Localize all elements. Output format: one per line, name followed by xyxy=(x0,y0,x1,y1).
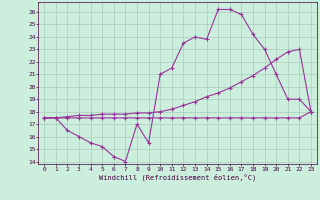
X-axis label: Windchill (Refroidissement éolien,°C): Windchill (Refroidissement éolien,°C) xyxy=(99,173,256,181)
